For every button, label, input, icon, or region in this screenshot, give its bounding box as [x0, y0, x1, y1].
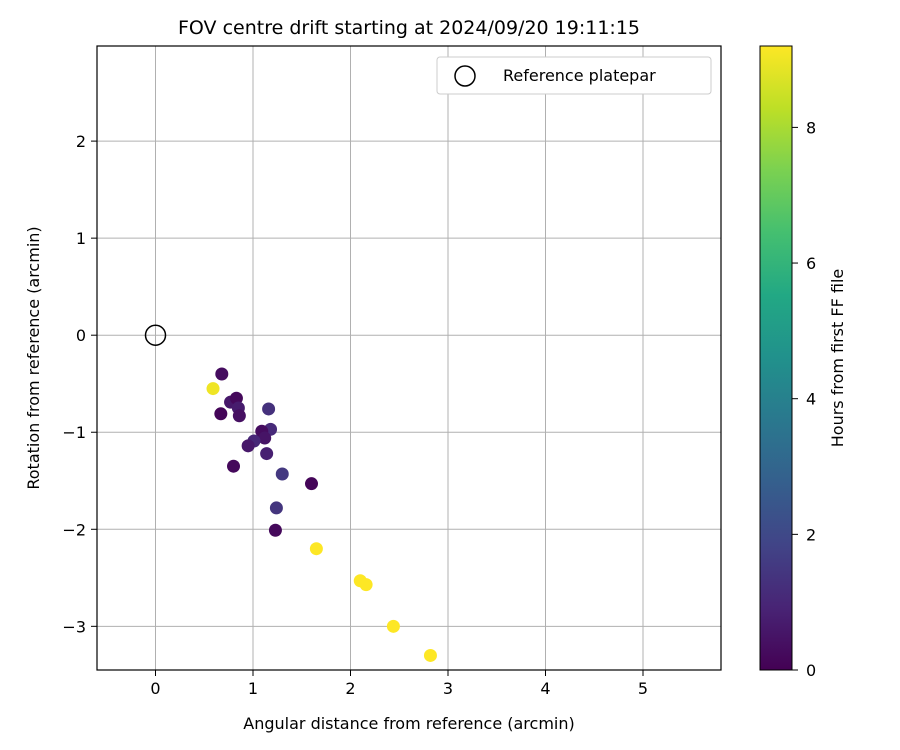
x-tick-label: 1: [248, 679, 258, 698]
data-point: [232, 409, 246, 423]
y-tick-label: 1: [76, 229, 86, 248]
data-point: [268, 523, 282, 537]
colorbar-label: Hours from first FF file: [828, 269, 847, 448]
data-point: [258, 431, 272, 445]
data-point: [241, 439, 255, 453]
data-point: [227, 459, 240, 473]
y-tick-label: −3: [62, 617, 86, 636]
data-point: [215, 367, 229, 381]
colorbar: 0 2 4 6 8 Hours from first FF file: [759, 45, 847, 680]
colorbar-ticks: 0 2 4 6 8: [792, 118, 816, 680]
grid: [97, 46, 721, 670]
colorbar-tick-label: 6: [806, 254, 816, 273]
legend-marker: [454, 65, 476, 87]
y-tick-label: −2: [62, 520, 86, 539]
x-tick-label: 2: [345, 679, 355, 698]
x-axis-label: Angular distance from reference (arcmin): [243, 714, 574, 733]
y-axis-label: Rotation from reference (arcmin): [24, 226, 43, 489]
y-tick-label: 2: [76, 132, 86, 151]
plot-area: [97, 46, 721, 670]
data-point: [214, 407, 228, 421]
data-point: [423, 648, 437, 662]
data-point: [260, 447, 274, 461]
data-points: [206, 367, 437, 662]
y-tick-label: 0: [76, 326, 86, 345]
x-tick-label: 0: [150, 679, 160, 698]
colorbar-tick-label: 0: [806, 661, 816, 680]
data-point: [305, 477, 318, 491]
x-tick-label: 3: [443, 679, 453, 698]
data-point: [359, 578, 373, 592]
plot-frame: [96, 45, 722, 671]
colorbar-tick-label: 4: [806, 390, 816, 409]
data-point: [229, 391, 243, 405]
legend-label: Reference platepar: [503, 66, 656, 85]
y-tick-label: −1: [62, 423, 86, 442]
colorbar-tick-label: 8: [806, 118, 816, 137]
colorbar-tick-label: 2: [806, 525, 816, 544]
x-tick-label: 4: [540, 679, 550, 698]
axis-ticks: 0 1 2 3 4 5 −3 −2 −1 0 1 2: [62, 132, 648, 698]
data-point: [275, 467, 289, 481]
data-point: [309, 542, 323, 556]
reference-point-marker: [144, 324, 167, 346]
legend-box: [436, 56, 712, 95]
data-point: [269, 501, 283, 515]
colorbar-gradient: [759, 45, 793, 671]
data-point: [386, 619, 400, 633]
data-point: [206, 382, 220, 396]
x-tick-label: 5: [638, 679, 648, 698]
data-point: [262, 402, 276, 416]
legend: Reference platepar: [436, 56, 712, 95]
chart-title: FOV centre drift starting at 2024/09/20 …: [178, 17, 640, 39]
